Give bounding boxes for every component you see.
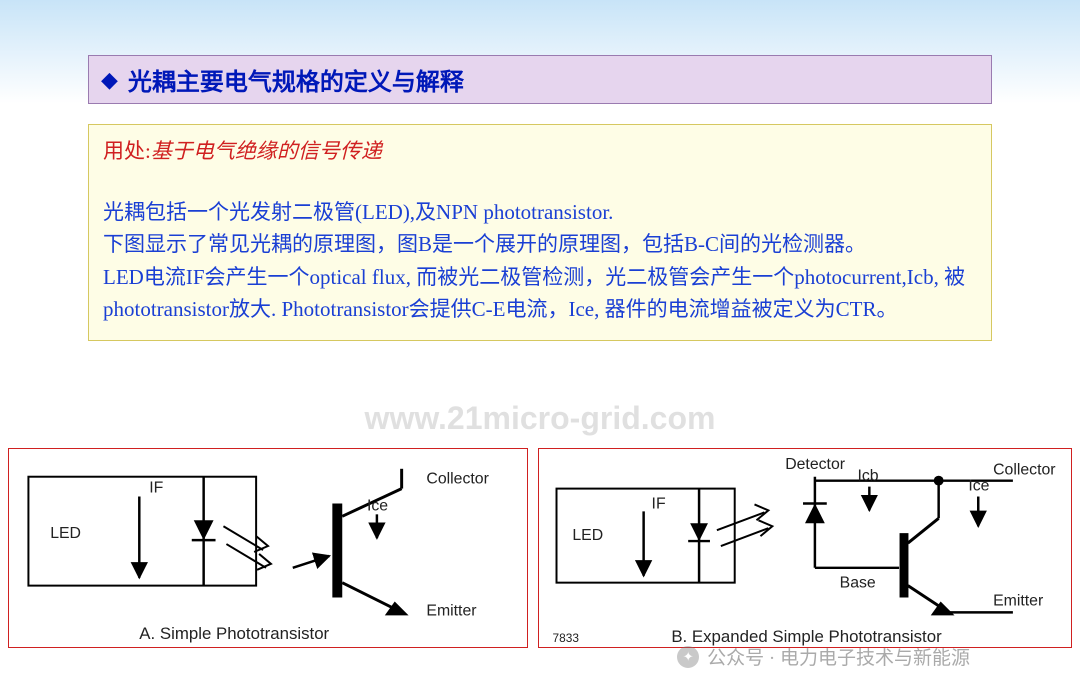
- body-p2: 下图显示了常见光耦的原理图，图B是一个展开的原理图，包括B-C间的光检测器。: [103, 228, 977, 261]
- figB-if-label: IF: [652, 495, 666, 512]
- figB-base-label: Base: [840, 575, 876, 592]
- figure-a-svg: LED IF Collector: [9, 449, 527, 647]
- figB-icb-label: Icb: [857, 468, 878, 485]
- wechat-icon: ✦: [677, 646, 699, 668]
- slide: ◆ 光耦主要电气规格的定义与解释 用处:基于电气绝缘的信号传递 光耦包括一个光发…: [0, 0, 1080, 690]
- figB-led-label: LED: [572, 527, 603, 544]
- figB-emitter-label: Emitter: [993, 592, 1044, 609]
- diamond-icon: ◆: [101, 67, 118, 93]
- watermark-url: www.21micro-grid.com: [0, 400, 1080, 437]
- figA-collector-label: Collector: [426, 471, 489, 488]
- usage-value: 基于电气绝缘的信号传递: [151, 139, 382, 163]
- figA-caption: A. Simple Phototransistor: [139, 624, 329, 643]
- usage-line: 用处:基于电气绝缘的信号传递: [103, 135, 977, 168]
- watermark-footer: ✦ 公众号 · 电力电子技术与新能源: [677, 643, 970, 670]
- figure-b-svg: LED IF Detector: [539, 449, 1071, 647]
- figures-row: LED IF Collector: [8, 448, 1072, 648]
- title-text: 光耦主要电气规格的定义与解释: [128, 62, 464, 97]
- figA-if-label: IF: [149, 480, 163, 497]
- body-p3: LED电流IF会产生一个optical flux, 而被光二极管检测，光二极管会…: [103, 261, 977, 326]
- figA-ice-label: Ice: [367, 497, 388, 514]
- title-bar: ◆ 光耦主要电气规格的定义与解释: [88, 55, 992, 104]
- usage-label: 用处:: [103, 139, 151, 163]
- figure-b: LED IF Detector: [538, 448, 1072, 648]
- figA-led-label: LED: [50, 525, 81, 542]
- figA-emitter-label: Emitter: [426, 602, 477, 619]
- figure-a: LED IF Collector: [8, 448, 528, 648]
- figB-corner: 7833: [553, 631, 580, 645]
- figB-detector-label: Detector: [785, 456, 846, 473]
- body-p1: 光耦包括一个光发射二极管(LED),及NPN phototransistor.: [103, 196, 977, 229]
- content-box: 用处:基于电气绝缘的信号传递 光耦包括一个光发射二极管(LED),及NPN ph…: [88, 124, 992, 341]
- figB-ice-label: Ice: [968, 478, 989, 495]
- figB-collector-label: Collector: [993, 462, 1056, 479]
- watermark-footer-text: 公众号 · 电力电子技术与新能源: [707, 643, 970, 670]
